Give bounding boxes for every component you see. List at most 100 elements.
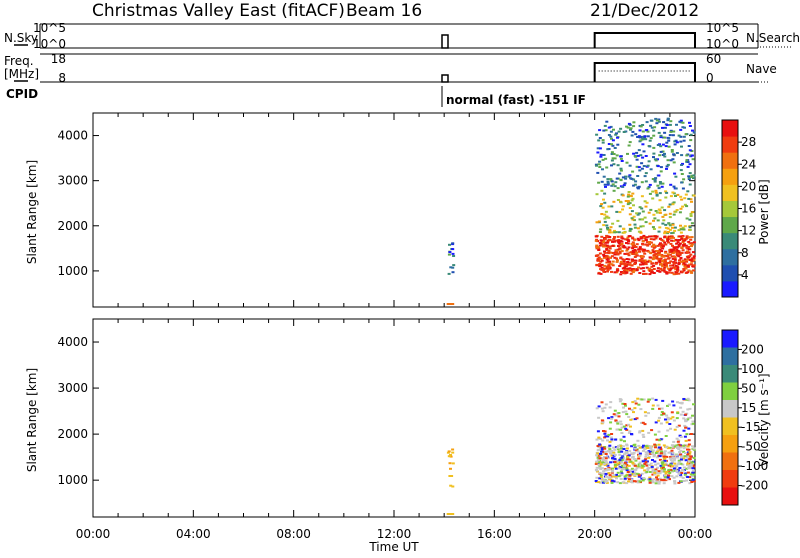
data-cell xyxy=(641,260,645,263)
data-cell xyxy=(662,468,666,471)
data-cell xyxy=(635,417,639,420)
data-cell xyxy=(670,449,674,452)
data-cell xyxy=(597,163,601,166)
data-cell xyxy=(616,422,620,425)
data-cell xyxy=(610,439,614,442)
data-cell xyxy=(671,223,675,226)
data-cell xyxy=(619,127,623,130)
data-cell xyxy=(635,472,639,475)
data-cell xyxy=(637,474,641,477)
data-cell xyxy=(600,266,604,269)
data-cell xyxy=(690,236,694,239)
data-cell xyxy=(655,250,659,253)
data-cell xyxy=(638,480,642,483)
data-cell xyxy=(638,169,642,172)
data-cell xyxy=(607,143,611,145)
data-cell xyxy=(683,445,687,448)
data-cell xyxy=(666,447,670,450)
data-cell xyxy=(662,478,666,481)
data-cell xyxy=(651,245,655,247)
data-cell xyxy=(632,152,636,155)
data-cell xyxy=(639,408,643,411)
freq-unit: [MHz] xyxy=(4,67,39,81)
data-cell xyxy=(666,429,670,432)
data-cell xyxy=(604,435,608,438)
data-cell xyxy=(659,170,663,173)
data-cell xyxy=(652,219,655,222)
data-cell xyxy=(632,444,636,446)
data-cell xyxy=(640,162,644,165)
data-cell xyxy=(666,255,670,258)
data-cell xyxy=(652,213,656,216)
data-cell xyxy=(685,205,689,208)
data-cell xyxy=(640,477,644,480)
data-cell xyxy=(628,407,631,410)
data-cell xyxy=(603,446,607,448)
data-cell xyxy=(629,460,633,463)
data-cell xyxy=(669,267,673,270)
data-cell xyxy=(634,468,638,471)
data-cell xyxy=(673,143,677,146)
data-cell xyxy=(665,167,668,170)
data-cell xyxy=(688,458,692,461)
nave-tick-high: 60 xyxy=(706,52,721,66)
data-cell xyxy=(620,464,624,467)
data-cell xyxy=(641,210,645,213)
data-cell xyxy=(652,268,656,270)
data-cell xyxy=(622,184,626,187)
data-cell xyxy=(681,410,685,413)
data-cell xyxy=(664,418,667,421)
data-cell xyxy=(625,161,629,164)
data-cell xyxy=(690,176,694,178)
data-cell xyxy=(654,421,658,424)
data-cell xyxy=(680,173,684,175)
data-cell xyxy=(615,428,619,431)
data-cell xyxy=(687,236,691,239)
data-cell xyxy=(628,229,632,232)
data-cell xyxy=(621,208,624,211)
data-cell xyxy=(648,479,652,482)
data-cell xyxy=(611,479,614,482)
data-cell xyxy=(637,239,641,242)
data-cell xyxy=(671,244,674,247)
data-cell xyxy=(622,406,625,409)
data-cell xyxy=(640,257,644,260)
data-cell xyxy=(629,251,633,254)
data-cell xyxy=(666,416,670,419)
data-cell xyxy=(667,474,671,477)
data-cell xyxy=(630,478,634,481)
freq-trace xyxy=(593,62,696,82)
data-cell xyxy=(690,243,694,246)
data-cell xyxy=(597,405,601,408)
data-cell xyxy=(679,413,683,416)
data-cell xyxy=(648,192,652,195)
data-cell xyxy=(631,462,635,465)
data-cell xyxy=(599,437,603,440)
data-cell xyxy=(604,459,608,462)
x-tick-label: 12:00 xyxy=(377,527,412,541)
data-cell xyxy=(646,260,650,263)
data-cell xyxy=(683,203,687,206)
data-cell xyxy=(595,469,599,472)
data-cell xyxy=(644,414,648,417)
data-cell xyxy=(644,138,648,141)
data-cell xyxy=(606,269,610,271)
data-cell xyxy=(673,462,677,465)
data-cell xyxy=(665,191,669,194)
data-cell xyxy=(686,457,690,460)
data-cell xyxy=(652,238,656,241)
data-cell xyxy=(646,187,650,190)
data-cell xyxy=(673,469,677,472)
data-cell xyxy=(600,407,604,410)
data-cell xyxy=(603,432,607,435)
data-cell xyxy=(596,246,600,249)
data-cell xyxy=(622,231,626,234)
data-cell xyxy=(447,253,451,256)
data-cell xyxy=(625,452,629,455)
data-cell xyxy=(639,139,643,142)
data-cell xyxy=(641,243,645,246)
data-cell xyxy=(660,243,664,246)
data-cell xyxy=(605,469,609,472)
data-cell xyxy=(600,213,604,215)
data-cell xyxy=(671,257,675,260)
